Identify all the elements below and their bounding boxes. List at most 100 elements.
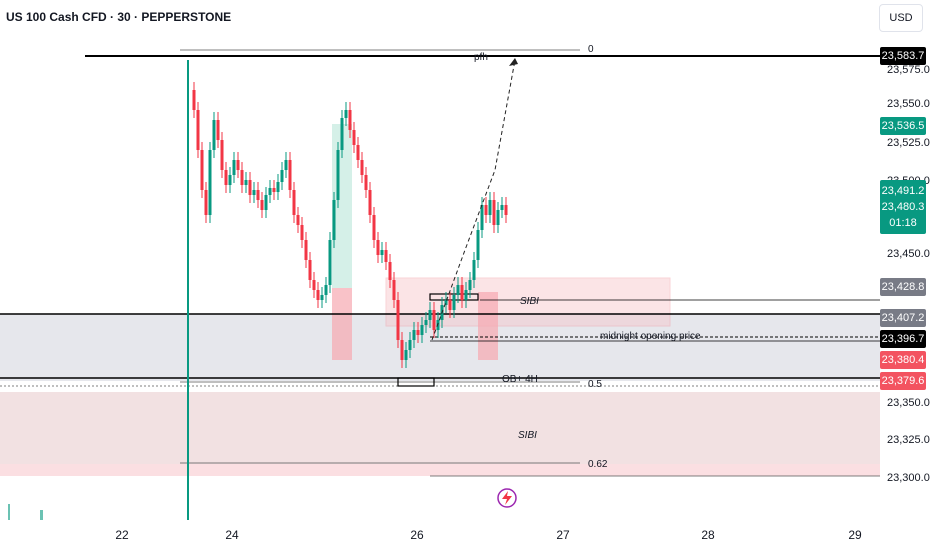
candle-body (340, 118, 344, 150)
grey-price-tag: 23,428.8 (880, 278, 926, 296)
candle-body (248, 180, 252, 195)
time-label: 26 (410, 528, 424, 542)
candle-body (192, 90, 196, 110)
red-price-tag-2: 23,379.6 (880, 372, 926, 390)
candle-body (208, 150, 212, 215)
candle-body (304, 240, 308, 260)
candle-body (492, 200, 496, 225)
candle-body (220, 140, 224, 170)
candle-body (376, 240, 380, 255)
candle-body (244, 180, 248, 185)
candle-body (260, 200, 264, 210)
candle-body (364, 175, 368, 190)
symbol-title[interactable]: US 100 Cash CFD · 30 · PEPPERSTONE (6, 10, 232, 24)
fib-062-label: 0.62 (588, 459, 608, 470)
candle-body (324, 285, 328, 295)
candle-body (264, 195, 268, 210)
last-price-tag: 23,491.2 23,480.3 01:18 (880, 180, 926, 234)
lightning-bolt-icon[interactable] (497, 488, 517, 508)
time-axis[interactable]: 22 24 26 27 28 29 (0, 520, 880, 550)
candle-body (480, 205, 484, 230)
candle-body (216, 120, 220, 140)
candle-body (472, 260, 476, 280)
candle-body (236, 160, 240, 170)
candle-body (452, 295, 456, 310)
price-tick: 23,575.0 (887, 64, 930, 76)
price-chart[interactable]: pfh 0 SIBI midnight opening price OB+ 4H… (0, 0, 880, 520)
candle-body (380, 250, 384, 255)
price-tick: 23,325.0 (887, 434, 930, 446)
candle-body (368, 190, 372, 215)
candle-body (348, 110, 352, 130)
candle-body (356, 145, 360, 160)
midnight-label: midnight opening price (600, 331, 701, 342)
red-zone-2 (478, 292, 498, 360)
last-price-value: 23,491.2 (881, 185, 925, 197)
candle-body (420, 325, 424, 335)
candle-body (456, 285, 460, 295)
volume-bar (40, 510, 43, 520)
candle-body (328, 240, 332, 285)
candle-body (296, 215, 300, 225)
candle-body (232, 160, 236, 175)
time-label: 27 (556, 528, 570, 542)
candle-body (268, 188, 272, 195)
sibi-upper-label: SIBI (520, 296, 539, 307)
candle-body (476, 230, 480, 260)
price-tick: 23,350.0 (887, 397, 930, 409)
pink-zone-lower-strip (0, 464, 880, 476)
volume-bar (8, 504, 10, 520)
candle-body (332, 200, 336, 240)
candle-body (336, 150, 340, 200)
red-price-tag-1: 23,380.4 (880, 351, 926, 369)
candle-body (432, 310, 436, 330)
time-label: 24 (225, 528, 239, 542)
candle-body (412, 330, 416, 340)
candle-body (360, 160, 364, 175)
fib-05-label: 0.5 (588, 379, 602, 390)
candle-body (408, 340, 412, 350)
candle-body (308, 260, 312, 280)
candle-body (312, 280, 316, 290)
price-tick: 23,525.0 (887, 137, 930, 149)
candle-body (444, 300, 448, 305)
projection-arrowhead (509, 58, 518, 66)
candle-body (448, 300, 452, 310)
candle-body (460, 285, 464, 300)
box-1 (397, 377, 435, 387)
candle-body (384, 250, 388, 262)
candle-body (464, 290, 468, 300)
candle-body (396, 300, 400, 340)
midnight-price-tag: 23,396.7 (880, 330, 926, 348)
candle-body (500, 205, 504, 210)
sibi-lower-label: SIBI (518, 430, 537, 441)
time-label: 29 (848, 528, 862, 542)
price-tick: 23,550.0 (887, 98, 930, 110)
red-zone-1 (332, 288, 352, 360)
candle-body (400, 340, 404, 360)
candle-body (416, 330, 420, 335)
candle-body (404, 350, 408, 360)
currency-button[interactable]: USD (879, 4, 923, 32)
countdown-value: 01:18 (889, 217, 917, 229)
pink-zone-lower (0, 392, 880, 464)
candle-body (228, 175, 232, 185)
price-tick: 23,300.0 (887, 472, 930, 484)
candle-body (240, 170, 244, 185)
candle-body (424, 320, 428, 325)
price-tick: 23,450.0 (887, 248, 930, 260)
candle-body (468, 280, 472, 290)
candle-body (504, 205, 508, 215)
candle-body (272, 188, 276, 192)
candle-body (316, 290, 320, 300)
ob-4h-label: OB+ 4H (502, 374, 538, 385)
candle-body (352, 130, 356, 145)
candle-body (212, 120, 216, 150)
candle-body (224, 170, 228, 185)
candle-body (300, 225, 304, 240)
fib-0-label: 0 (588, 44, 594, 55)
pfh-label: pfh (474, 52, 488, 63)
candle-body (196, 110, 200, 150)
candle-body (256, 190, 260, 200)
candle-body (320, 295, 324, 300)
